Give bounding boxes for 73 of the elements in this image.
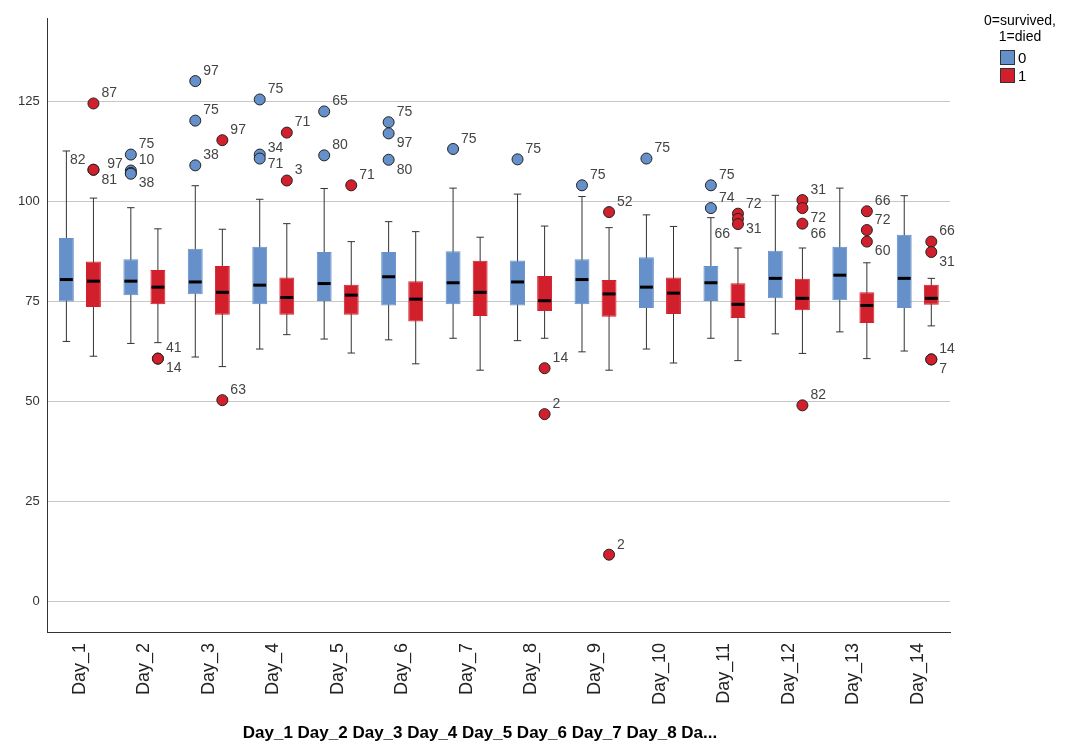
annotation: 75 <box>525 140 542 157</box>
annotation: 31 <box>745 219 762 236</box>
x-tick-label: Day_11 <box>713 642 735 704</box>
annotation: 80 <box>332 136 348 153</box>
annotation: 75 <box>461 129 477 146</box>
x-tick-label: Day_1 <box>68 642 90 695</box>
x-tick-label: Day_6 <box>391 642 413 695</box>
x-tick-label: Day_3 <box>197 642 219 695</box>
annotation: 71 <box>359 166 376 183</box>
y-tick-label: 100 <box>17 193 40 209</box>
annotation: 31 <box>939 252 956 269</box>
annotation: 7 <box>939 360 948 377</box>
annotation: 75 <box>267 80 284 97</box>
annotation: 74 <box>718 188 735 205</box>
annotation: 80 <box>396 160 413 177</box>
x-tick-label: Day_12 <box>777 642 799 705</box>
y-tick-label: 50 <box>25 392 40 408</box>
legend-label: 0 <box>1018 48 1027 66</box>
annotation: 75 <box>654 139 671 156</box>
annotation: 97 <box>107 154 124 171</box>
legend-title: 0=survived, 1=died <box>983 12 1057 44</box>
x-tick-label: Day_10 <box>648 642 670 705</box>
legend-label: 1 <box>1018 66 1027 84</box>
x-tick-label: Day_7 <box>455 642 477 695</box>
annotation: 65 <box>332 92 348 109</box>
annotation: 31 <box>810 180 827 197</box>
annotation: 41 <box>165 339 182 356</box>
annotation: 72 <box>810 208 827 225</box>
annotation: 14 <box>939 340 956 357</box>
annotation: 71 <box>294 113 311 130</box>
x-tick-label: Day_4 <box>262 642 284 695</box>
annotation: 82 <box>810 386 827 403</box>
annotation: 66 <box>874 192 891 209</box>
y-tick-label: 75 <box>25 293 40 309</box>
x-tick-label: Day_5 <box>326 642 348 695</box>
annotation: 60 <box>874 242 891 259</box>
x-axis-title: Day_1 Day_2 Day_3 Day_4 Day_5 Day_6 Day_7 Day_8 Da... <box>241 723 719 743</box>
x-tick-label: Day_2 <box>133 642 155 695</box>
annotation: 75 <box>396 103 413 120</box>
x-tick-label: Day_14 <box>906 642 928 705</box>
annotation: 14 <box>165 359 182 376</box>
annotation: 34 <box>267 139 284 156</box>
annotation: 82 <box>69 150 86 167</box>
x-tick-label: Day_13 <box>842 642 864 705</box>
x-tick-label: Day_8 <box>520 642 542 695</box>
annotation: 72 <box>745 194 762 211</box>
annotation: 87 <box>101 84 118 101</box>
annotation: 38 <box>138 173 155 190</box>
annotation: 72 <box>874 210 891 227</box>
annotation: 66 <box>810 224 827 241</box>
annotation: 66 <box>939 222 956 239</box>
annotation: 63 <box>230 381 247 398</box>
annotation: 38 <box>203 146 220 163</box>
annotation: 81 <box>101 170 118 187</box>
annotation: 75 <box>589 166 606 183</box>
annotation: 75 <box>718 166 735 183</box>
annotation: 2 <box>552 394 561 411</box>
annotation: 97 <box>203 61 220 78</box>
x-tick-label: Day_9 <box>584 642 606 695</box>
annotation: 66 <box>714 224 731 241</box>
annotation: 14 <box>552 349 569 366</box>
y-tick-label: 25 <box>25 492 40 508</box>
annotation: 10 <box>138 151 155 168</box>
annotation: 97 <box>396 134 413 151</box>
annotation: 52 <box>617 192 633 209</box>
y-tick-label: 0 <box>32 592 40 608</box>
annotation: 97 <box>230 121 247 138</box>
y-tick-label: 125 <box>17 93 40 109</box>
annotation: 75 <box>138 135 155 152</box>
annotation: 75 <box>203 101 220 118</box>
annotation: 71 <box>267 155 284 172</box>
annotation: 3 <box>294 161 303 178</box>
annotation: 2 <box>617 535 626 552</box>
